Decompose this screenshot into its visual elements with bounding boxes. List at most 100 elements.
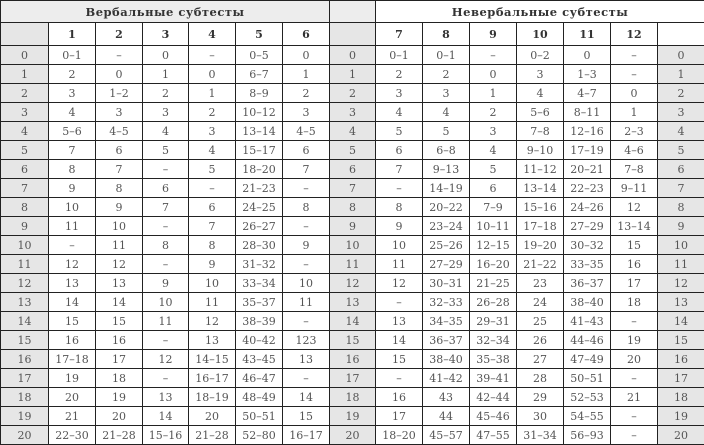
empty-title-cell bbox=[330, 1, 376, 23]
score-cell: 17 bbox=[1, 369, 49, 388]
verbal-value-cell: 9 bbox=[49, 179, 96, 198]
nonverbal-value-cell: 15–16 bbox=[517, 198, 564, 217]
verbal-value-cell: – bbox=[283, 369, 330, 388]
verbal-value-cell: 3 bbox=[143, 103, 189, 122]
nonverbal-value-cell: 1 bbox=[611, 103, 658, 122]
score-cell: 11 bbox=[658, 255, 704, 274]
nonverbal-value-cell: 23–24 bbox=[423, 217, 470, 236]
nonverbal-value-cell: 33–35 bbox=[564, 255, 611, 274]
verbal-value-cell: 43–45 bbox=[236, 350, 283, 369]
verbal-value-cell: 13 bbox=[96, 274, 143, 293]
verbal-value-cell: 7 bbox=[143, 198, 189, 217]
verbal-value-cell: 21 bbox=[49, 407, 96, 426]
nonverbal-value-cell: 4–7 bbox=[564, 84, 611, 103]
nonverbal-value-cell: 4 bbox=[517, 84, 564, 103]
score-cell: 15 bbox=[330, 331, 376, 350]
verbal-value-cell: 0 bbox=[283, 46, 330, 65]
verbal-value-cell: 10 bbox=[143, 293, 189, 312]
nonverbal-value-cell: 43 bbox=[423, 388, 470, 407]
verbal-value-cell: 46–47 bbox=[236, 369, 283, 388]
verbal-value-cell: 14 bbox=[283, 388, 330, 407]
nonverbal-value-cell: 7 bbox=[376, 160, 423, 179]
nonverbal-value-cell: 44 bbox=[423, 407, 470, 426]
verbal-value-cell: 3 bbox=[96, 103, 143, 122]
verbal-value-cell: 28–30 bbox=[236, 236, 283, 255]
verbal-value-cell: – bbox=[283, 217, 330, 236]
verbal-value-cell: 21–28 bbox=[189, 426, 236, 445]
nonverbal-value-cell: – bbox=[611, 312, 658, 331]
nonverbal-value-cell: 9–10 bbox=[517, 141, 564, 160]
score-cell: 20 bbox=[1, 426, 49, 445]
verbal-value-cell: 16 bbox=[96, 331, 143, 350]
column-header-verbal: 2 bbox=[96, 23, 143, 46]
verbal-value-cell: 7 bbox=[189, 217, 236, 236]
verbal-value-cell: 1 bbox=[143, 65, 189, 84]
verbal-value-cell: 11 bbox=[283, 293, 330, 312]
verbal-value-cell: 38–39 bbox=[236, 312, 283, 331]
nonverbal-value-cell: 14–19 bbox=[423, 179, 470, 198]
verbal-value-cell: 6 bbox=[96, 141, 143, 160]
nonverbal-value-cell: 41–43 bbox=[564, 312, 611, 331]
nonverbal-value-cell: 28 bbox=[517, 369, 564, 388]
verbal-value-cell: – bbox=[143, 331, 189, 350]
nonverbal-value-cell: 2 bbox=[376, 65, 423, 84]
verbal-value-cell: 123 bbox=[283, 331, 330, 350]
nonverbal-value-cell: 15 bbox=[376, 350, 423, 369]
verbal-value-cell: 2 bbox=[283, 84, 330, 103]
nonverbal-value-cell: 5–6 bbox=[517, 103, 564, 122]
score-cell: 10 bbox=[1, 236, 49, 255]
nonverbal-value-cell: 54–55 bbox=[564, 407, 611, 426]
score-cell: 14 bbox=[658, 312, 704, 331]
nonverbal-value-cell: 32–33 bbox=[423, 293, 470, 312]
score-cell: 14 bbox=[1, 312, 49, 331]
verbal-value-cell: 16 bbox=[49, 331, 96, 350]
score-cell: 6 bbox=[1, 160, 49, 179]
score-cell: 5 bbox=[658, 141, 704, 160]
score-cell: 1 bbox=[658, 65, 704, 84]
nonverbal-value-cell: 8 bbox=[376, 198, 423, 217]
nonverbal-value-cell: 27 bbox=[517, 350, 564, 369]
nonverbal-value-cell: 9–13 bbox=[423, 160, 470, 179]
column-header-verbal: 4 bbox=[189, 23, 236, 46]
verbal-value-cell: 4–5 bbox=[283, 122, 330, 141]
nonverbal-value-cell: 21–25 bbox=[470, 274, 517, 293]
nonverbal-subtests-title: Невербальные субтесты bbox=[376, 1, 704, 23]
nonverbal-value-cell: 3 bbox=[517, 65, 564, 84]
verbal-value-cell: 2 bbox=[49, 65, 96, 84]
nonverbal-value-cell: 6–8 bbox=[423, 141, 470, 160]
group-title-row: Вербальные субтесты Невербальные субтест… bbox=[1, 1, 704, 23]
verbal-value-cell: 3 bbox=[283, 103, 330, 122]
nonverbal-value-cell: 52–53 bbox=[564, 388, 611, 407]
verbal-value-cell: 15–17 bbox=[236, 141, 283, 160]
nonverbal-value-cell: 18–20 bbox=[376, 426, 423, 445]
score-header-empty bbox=[658, 23, 704, 46]
verbal-value-cell: 5 bbox=[189, 160, 236, 179]
verbal-value-cell: 0–1 bbox=[49, 46, 96, 65]
nonverbal-value-cell: 36–37 bbox=[564, 274, 611, 293]
score-cell: 17 bbox=[658, 369, 704, 388]
nonverbal-value-cell: 17–19 bbox=[564, 141, 611, 160]
nonverbal-value-cell: 20–22 bbox=[423, 198, 470, 217]
nonverbal-value-cell: 3 bbox=[423, 84, 470, 103]
score-cell: 7 bbox=[658, 179, 704, 198]
verbal-value-cell: – bbox=[143, 217, 189, 236]
score-cell: 13 bbox=[1, 293, 49, 312]
score-cell: 3 bbox=[658, 103, 704, 122]
score-cell: 2 bbox=[330, 84, 376, 103]
score-cell: 5 bbox=[1, 141, 49, 160]
nonverbal-value-cell: 22–23 bbox=[564, 179, 611, 198]
verbal-value-cell: 6 bbox=[283, 141, 330, 160]
nonverbal-value-cell: 1 bbox=[470, 84, 517, 103]
nonverbal-value-cell: 0–1 bbox=[376, 46, 423, 65]
verbal-value-cell: 24–25 bbox=[236, 198, 283, 217]
verbal-value-cell: 11 bbox=[143, 312, 189, 331]
score-cell: 4 bbox=[330, 122, 376, 141]
verbal-value-cell: – bbox=[283, 255, 330, 274]
nonverbal-value-cell: 34–35 bbox=[423, 312, 470, 331]
verbal-value-cell: 13 bbox=[283, 350, 330, 369]
verbal-value-cell: 10 bbox=[49, 198, 96, 217]
